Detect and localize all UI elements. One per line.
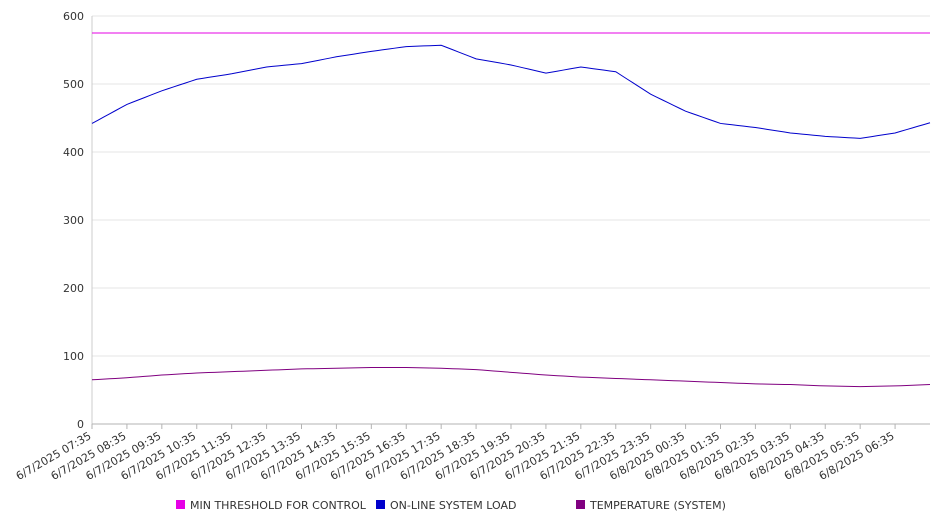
legend-swatch bbox=[176, 500, 185, 509]
y-tick-label: 0 bbox=[77, 418, 84, 431]
legend-swatch bbox=[576, 500, 585, 509]
legend: MIN THRESHOLD FOR CONTROL ON-LINE SYSTEM … bbox=[176, 499, 726, 512]
grid bbox=[92, 15, 930, 357]
legend-label: TEMPERATURE (SYSTEM) bbox=[589, 499, 726, 512]
y-tick-label: 200 bbox=[63, 282, 84, 295]
series-line bbox=[91, 44, 931, 139]
series-line bbox=[91, 367, 931, 388]
legend-swatch bbox=[376, 500, 385, 509]
legend-label: MIN THRESHOLD FOR CONTROL bbox=[190, 499, 367, 512]
y-tick-label: 600 bbox=[63, 10, 84, 23]
legend-label: ON-LINE SYSTEM LOAD bbox=[390, 499, 516, 512]
y-tick-label: 300 bbox=[63, 214, 84, 227]
y-tick-label: 500 bbox=[63, 78, 84, 91]
series bbox=[91, 32, 931, 388]
y-tick-label: 100 bbox=[63, 350, 84, 363]
y-tick-label: 400 bbox=[63, 146, 84, 159]
